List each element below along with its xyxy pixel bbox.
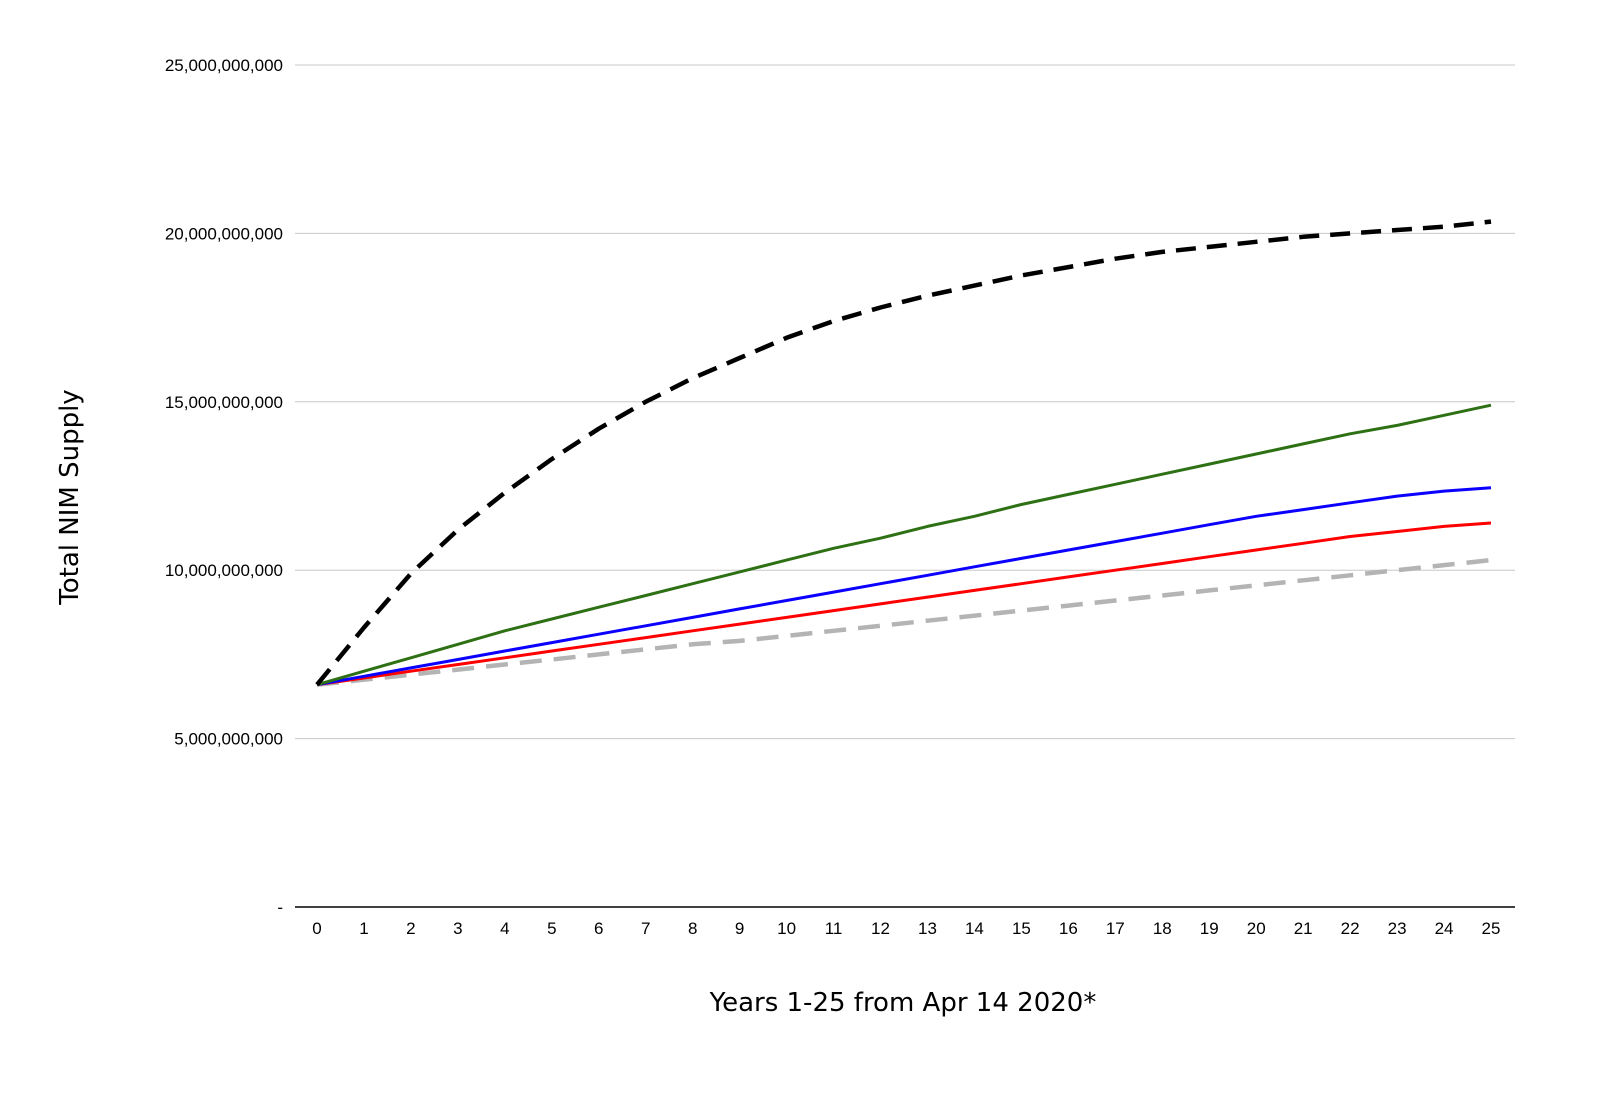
x-tick-label: 17 [1106, 919, 1125, 938]
x-tick-label: 9 [735, 919, 744, 938]
series-line-green [316, 403, 1492, 687]
y-tick-label: 10,000,000,000 [165, 561, 283, 580]
series-line-blue [316, 486, 1492, 687]
x-tick-label: 5 [547, 919, 556, 938]
gridlines [295, 64, 1515, 740]
x-tick-label: 24 [1435, 919, 1454, 938]
y-axis-title: Total NIM Supply [55, 389, 85, 605]
x-tick-label: 21 [1294, 919, 1313, 938]
series-line-red [316, 521, 1492, 687]
x-axis-ticks: 0 1 2 3 4 5 6 7 8 9 10 11 12 13 14 15 16 17 18 19 20 21 22 23 24… [312, 919, 1500, 938]
x-tick-label: 8 [688, 919, 697, 938]
x-tick-label: 11 [825, 919, 843, 938]
series-line-gray-dashed [316, 557, 1492, 687]
x-tick-label: 0 [312, 919, 321, 938]
x-tick-label: 14 [965, 919, 984, 938]
x-tick-label: 16 [1059, 919, 1078, 938]
y-tick-label: 25,000,000,000 [165, 56, 283, 75]
x-tick-label: 2 [406, 919, 415, 938]
series-lines [315, 219, 1492, 687]
x-tick-label: 23 [1388, 919, 1407, 938]
x-tick-label: 3 [453, 919, 462, 938]
y-tick-label: 20,000,000,000 [165, 224, 283, 243]
x-tick-label: 10 [777, 919, 796, 938]
y-tick-label: 15,000,000,000 [165, 393, 283, 412]
x-tick-label: 1 [359, 919, 368, 938]
x-tick-label: 7 [641, 919, 650, 938]
x-tick-label: 12 [871, 919, 890, 938]
x-tick-label: 6 [594, 919, 603, 938]
x-tick-label: 22 [1341, 919, 1360, 938]
x-tick-label: 25 [1482, 919, 1501, 938]
x-tick-label: 18 [1153, 919, 1172, 938]
y-tick-label: 5,000,000,000 [174, 730, 283, 749]
x-tick-label: 13 [918, 919, 937, 938]
y-axis-ticks: - 5,000,000,000 10,000,000,000 15,000,000,0… [165, 56, 283, 917]
y-tick-label: - [277, 898, 283, 917]
x-tick-label: 15 [1012, 919, 1031, 938]
x-axis-title: Years 1-25 from Apr 14 2020* [709, 988, 1097, 1018]
series-line-black-dashed [315, 219, 1492, 687]
x-tick-label: 20 [1247, 919, 1266, 938]
x-tick-label: 4 [500, 919, 509, 938]
x-tick-label: 19 [1200, 919, 1219, 938]
